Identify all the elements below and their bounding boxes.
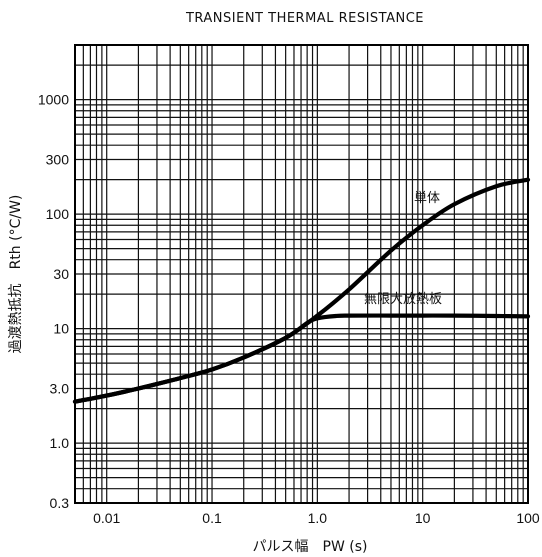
y-tick-label: 30	[53, 266, 69, 282]
y-tick-label: 0.3	[50, 495, 70, 511]
x-tick-label: 10	[415, 510, 431, 526]
y-tick-labels: 0.3 1.0 3.0 10 30 100 300 1000	[38, 92, 69, 511]
y-axis-label: 過渡熱抵抗 Rth (°C/W)	[8, 195, 24, 354]
series-line-1	[72, 313, 531, 404]
chart-title: TRANSIENT THERMAL RESISTANCE	[185, 11, 424, 26]
x-tick-label: 0.1	[202, 510, 222, 526]
grid	[75, 45, 528, 504]
series-label-single: 単体	[414, 190, 440, 206]
x-tick-label: 1.0	[308, 510, 328, 526]
plot-frame	[74, 44, 529, 504]
y-tick-label: 1000	[38, 92, 69, 108]
x-tick-labels: 0.01 0.1 1.0 10 100	[93, 510, 540, 526]
x-axis-label: パルス幅 PW (s)	[253, 539, 368, 555]
x-tick-label: 0.01	[93, 510, 120, 526]
y-tick-label: 300	[46, 152, 70, 168]
y-tick-label: 1.0	[50, 435, 70, 451]
series-layer	[72, 177, 531, 404]
x-tick-label: 100	[516, 510, 540, 526]
y-tick-label: 3.0	[50, 381, 70, 397]
series-label-heatsink: 無限大放熱板	[364, 292, 442, 307]
y-tick-label: 100	[46, 206, 70, 222]
y-tick-label: 10	[53, 321, 69, 337]
